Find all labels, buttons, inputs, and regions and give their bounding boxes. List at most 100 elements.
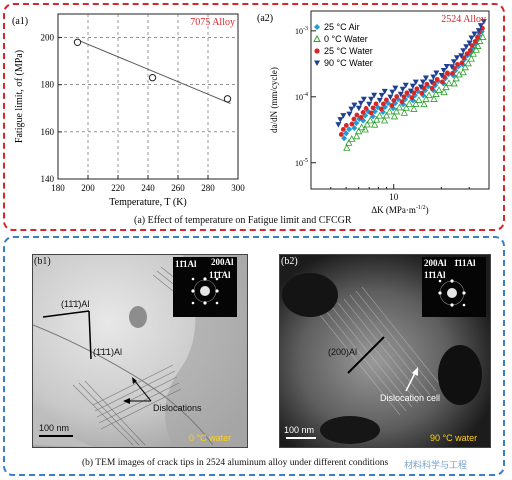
marker-0-C-Water — [405, 100, 413, 107]
marker-25-C-Water — [464, 51, 470, 57]
sad-label-b2-1: 200Al — [424, 258, 447, 268]
marker-25-C-Water — [414, 86, 420, 92]
diffraction-spots-b2 — [438, 279, 466, 307]
marker-90-C-Water — [440, 68, 447, 74]
marker-90-C-Water — [453, 55, 460, 61]
dislocation-cell-label: Dislocation cell — [380, 393, 441, 403]
marker-90-C-Water — [399, 86, 406, 93]
x-tick-label: 10 — [389, 192, 399, 202]
x-tick-label: 280 — [201, 183, 215, 193]
marker-25-C-Water — [394, 94, 400, 99]
fatigue-limit-chart: 180 200 220 240 260 280 300 140 160 180 200 Tempera… — [12, 13, 245, 208]
marker-0-C-Water — [474, 42, 482, 49]
marker-90-C-Water — [430, 74, 437, 80]
marker-90-C-Water — [402, 82, 409, 89]
marker-25-C-Water — [419, 90, 425, 96]
legend-label: 90 °C Water — [324, 58, 373, 68]
marker-90-C-Water — [475, 28, 482, 34]
marker-25-C-Water — [370, 105, 376, 111]
marker-90-C-Water — [371, 92, 378, 99]
marker-90-C-Water — [355, 105, 362, 112]
marker-90-C-Water — [433, 70, 440, 76]
marker-0-C-Water — [472, 45, 480, 53]
marker-90-C-Water — [471, 31, 478, 37]
figure-b-frame — [3, 236, 505, 476]
marker-25-C-Water — [338, 132, 344, 137]
marker-25-C-Water — [472, 39, 478, 44]
marker-25-C-Water — [389, 103, 395, 108]
watermark-text: 材料科学与工程 — [404, 461, 468, 471]
marker-25-C-Water — [421, 85, 427, 91]
b1-annotations-lines — [42, 310, 152, 404]
marker-0-C-Water — [469, 49, 477, 57]
x-tick-label: 200 — [81, 183, 95, 193]
marker-25-C-Water — [351, 116, 357, 122]
marker-25-C-Water — [401, 94, 407, 100]
marker-0-C-Water — [363, 120, 371, 128]
cfcgr-chart: 10-3 10-4 10-5 10 25 °C Air 0 °C Water 25 °C W… — [257, 10, 490, 215]
marker-0-C-Water — [375, 111, 384, 119]
marker-25-C-Water — [475, 34, 480, 40]
marker-90-C-Water — [417, 84, 424, 90]
marker-90-C-Water — [443, 64, 450, 70]
marker-25-C-Water — [450, 70, 455, 76]
marker-0-C-Water — [442, 83, 450, 91]
sad-label-b2-3: 11̄1Al — [424, 270, 446, 280]
marker-0-C-Water — [479, 33, 487, 40]
marker-0-C-Water — [430, 95, 438, 102]
marker-25-C-Water — [354, 112, 360, 118]
marker-0-C-Water — [452, 74, 460, 82]
panel-tag-b2: (b2) — [281, 256, 298, 267]
plane-label-b2: (200)Al — [328, 347, 358, 357]
marker-25-C-Water — [360, 110, 366, 115]
data-point — [223, 95, 232, 103]
marker-25-C-Water — [383, 97, 389, 103]
marker-90-C-Water — [376, 97, 383, 104]
marker-0-C-Water — [402, 104, 410, 111]
legend-marker — [314, 48, 320, 54]
marker-0-C-Water — [410, 105, 418, 112]
marker-25-C-Water — [363, 106, 369, 111]
plane-label-b1-2: (1̄1̄1)Al — [93, 347, 123, 357]
marker-90-C-Water — [468, 35, 475, 41]
marker-25-C-Water — [373, 101, 379, 107]
x-tick-label: 220 — [111, 183, 125, 193]
marker-90-C-Water — [422, 75, 429, 81]
fit-line — [77, 39, 231, 105]
marker-25-C-Air — [353, 120, 360, 127]
scale-label-b2: 100 nm — [284, 425, 315, 435]
marker-25-C-Water — [343, 123, 349, 128]
marker-25-C-Water — [411, 90, 417, 96]
marker-90-C-Water — [407, 88, 414, 95]
marker-90-C-Water — [348, 106, 355, 113]
marker-90-C-Water — [419, 79, 426, 85]
caption-b: (b) TEM images of crack tips in 2524 alu… — [82, 458, 389, 468]
marker-25-C-Water — [404, 90, 410, 96]
marker-90-C-Water — [392, 85, 399, 92]
marker-25-C-Water — [391, 98, 397, 103]
dislocations-label: Dislocations — [153, 403, 202, 413]
caption-a: (a) Effect of temperature on Fatigue lim… — [134, 215, 352, 226]
marker-90-C-Water — [409, 83, 416, 90]
marker-25-C-Water — [444, 70, 450, 76]
scale-bar-b2 — [286, 437, 316, 439]
marker-0-C-Water — [412, 100, 420, 107]
panel-tag-a2: (a2) — [257, 13, 273, 24]
marker-25-C-Water — [340, 127, 346, 132]
marker-90-C-Water — [337, 117, 344, 123]
marker-25-C-Water — [349, 121, 355, 127]
marker-90-C-Water — [346, 111, 353, 118]
marker-0-C-Water — [372, 115, 381, 123]
marker-25-C-Water — [409, 95, 415, 101]
marker-0-C-Water — [467, 54, 475, 62]
marker-25-C-Water — [368, 110, 374, 116]
marker-90-C-Water — [381, 88, 388, 95]
figure-a-frame — [3, 3, 505, 231]
sad-label-b1-2: 200Al — [211, 257, 234, 267]
x-tick-label: 300 — [231, 183, 245, 193]
marker-25-C-Water — [399, 99, 405, 105]
marker-25-C-Water — [380, 101, 386, 107]
plane-label-b1-1: (11̄1̄)Al — [61, 299, 90, 309]
marker-90-C-Water — [360, 96, 367, 103]
marker-25-C-Water — [467, 48, 473, 53]
